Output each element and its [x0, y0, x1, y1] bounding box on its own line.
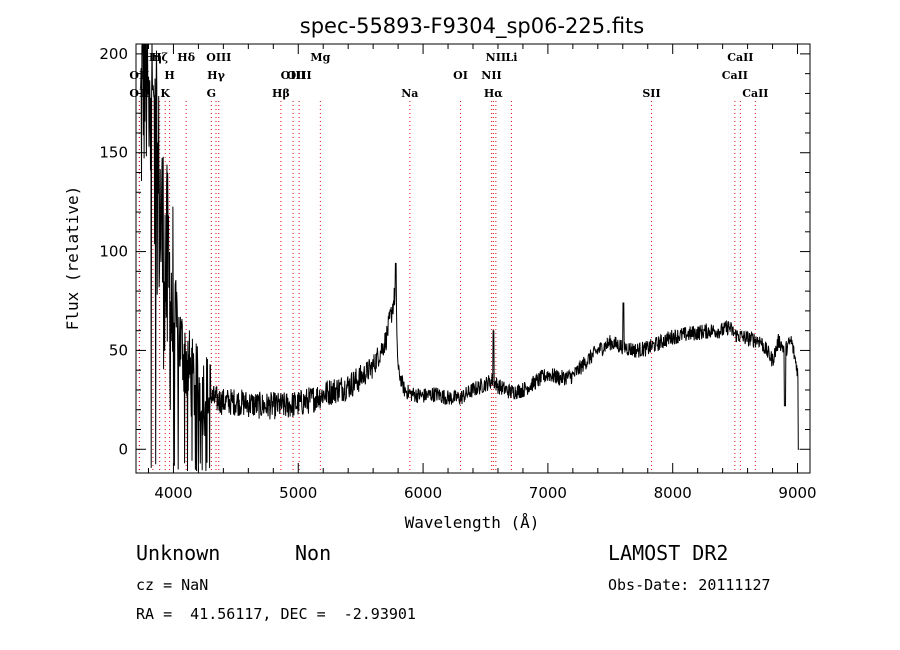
x-tick-label-4: 8000 [654, 484, 692, 502]
y-tick-label-2: 100 [99, 243, 128, 261]
survey-name: LAMOST DR2 [608, 541, 729, 565]
x-axis-label: Wavelength (Å) [405, 513, 540, 532]
plot-frame [135, 43, 811, 474]
obs-date: Obs-Date: 20111127 [608, 576, 771, 594]
line-label-19: Li [505, 51, 517, 64]
series-layer [139, 43, 800, 472]
line-label-21: CaII [722, 69, 748, 82]
line-label-22: CaII [727, 51, 753, 64]
chart-title: spec-55893-F9304_sp06-225.fits [300, 14, 644, 39]
x-tick-label-5: 9000 [778, 484, 816, 502]
object-class: Unknown [136, 541, 221, 565]
line-label-8: Hγ [207, 69, 225, 82]
x-tick-label-1: 5000 [279, 484, 317, 502]
y-axis-label: Flux (relative) [63, 186, 82, 331]
x-tick-label-3: 7000 [529, 484, 567, 502]
line-label-12: OIII [287, 69, 312, 82]
ra-dec: RA = 41.56117, DEC = -2.93901 [136, 605, 416, 623]
line-label-5: H [164, 69, 174, 82]
line-label-16: NII [481, 69, 501, 82]
line-label-3: Hζ [151, 51, 168, 64]
line-label-13: Mg [310, 51, 330, 64]
line-label-4: K [160, 87, 170, 100]
line-label-9: OIII [206, 51, 231, 64]
ticks-layer: 4000 5000 6000 7000 8000 9000 0 50 100 150 200 [99, 44, 817, 502]
line-label-18: NII [486, 51, 506, 64]
y-tick-label-4: 200 [99, 45, 128, 63]
redshift-cz: cz = NaN [136, 576, 209, 594]
y-tick-label-1: 50 [109, 341, 128, 359]
x-tick-label-2: 6000 [404, 484, 442, 502]
object-subclass: Non [295, 541, 332, 565]
line-label-14: Na [401, 87, 418, 100]
y-tick-label-3: 150 [99, 144, 128, 162]
y-tick-label-0: 0 [118, 440, 128, 458]
x-tick-label-0: 4000 [154, 484, 192, 502]
line-label-7: G [207, 87, 216, 100]
line-label-10: Hβ [272, 87, 290, 100]
line-label-11: OIII [281, 69, 306, 82]
line-label-2: Hη [144, 51, 162, 64]
line-label-17: Hα [484, 87, 503, 100]
line-label-20: SII [642, 87, 660, 100]
line-label-6: Hδ [177, 51, 195, 64]
spectrum-series-line [139, 43, 800, 472]
line-label-23: CaII [742, 87, 768, 100]
line-label-15: OI [453, 69, 468, 82]
